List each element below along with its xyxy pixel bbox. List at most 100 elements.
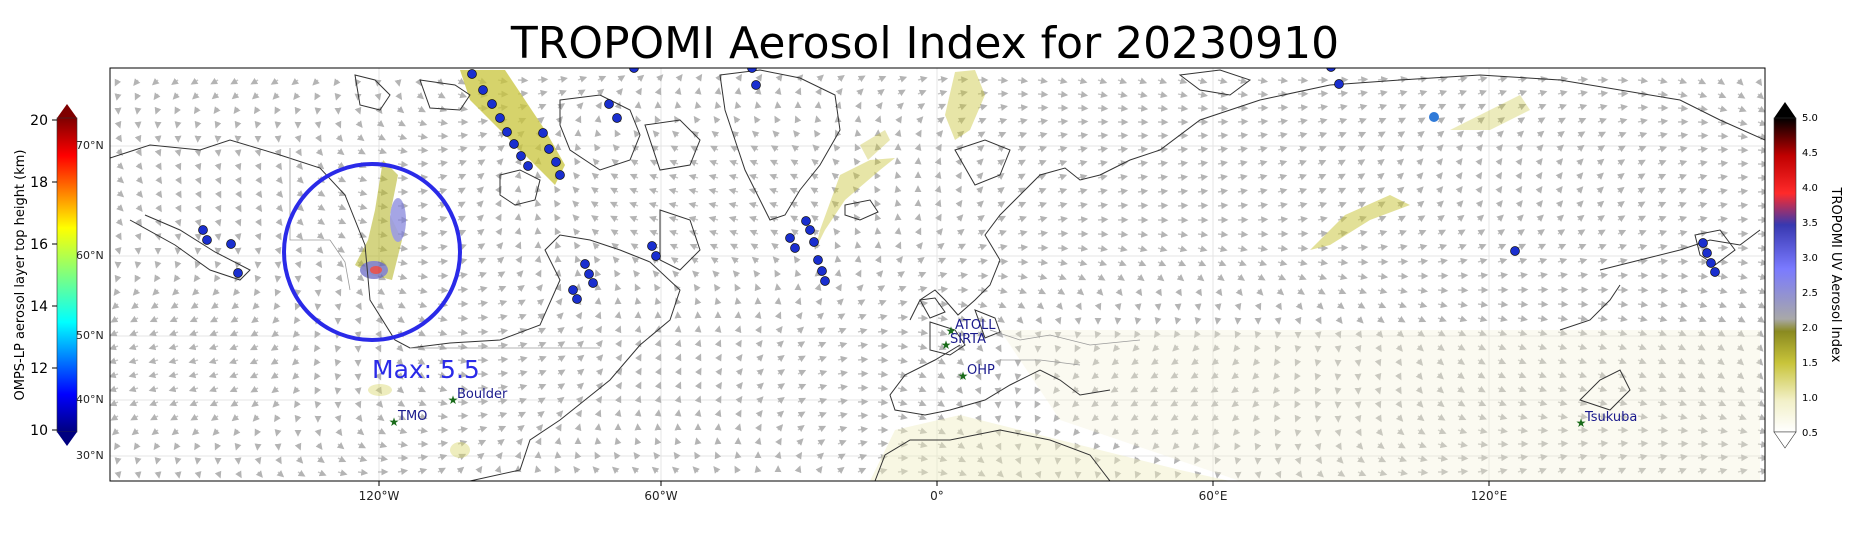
wind-arrow [1137, 174, 1149, 181]
wind-arrow [1154, 303, 1162, 311]
wind-arrow [275, 162, 282, 171]
wind-arrow [1577, 300, 1589, 308]
wind-arrow [192, 92, 200, 100]
wind-arrow [397, 160, 409, 168]
station-label: ATOLL [955, 318, 996, 333]
wind-arrow [1477, 103, 1487, 111]
wind-arrow [275, 176, 283, 184]
left-colorbar-extend-bottom [57, 432, 77, 446]
wind-arrow [1337, 258, 1349, 266]
wind-arrow [1017, 76, 1029, 84]
right-colorbar-tick: 0.5 [1802, 428, 1818, 439]
wind-arrow [753, 115, 761, 124]
wind-arrow [1396, 144, 1405, 152]
wind-arrow [1237, 118, 1249, 126]
wind-arrow [477, 131, 488, 139]
wind-arrow [610, 173, 619, 181]
wind-arrow [576, 102, 584, 110]
wind-arrow [1217, 202, 1229, 210]
wind-arrow [630, 159, 639, 167]
wind-arrow [194, 233, 202, 241]
right-colorbar-tick: 4.0 [1802, 183, 1818, 194]
wind-arrow [1397, 258, 1409, 266]
wind-arrow [1517, 89, 1528, 97]
wind-arrow [1617, 131, 1627, 139]
wind-arrow [714, 87, 722, 95]
omps-lp-point [538, 128, 548, 138]
lat-label: 30°N [76, 449, 104, 462]
wind-arrow [1416, 144, 1425, 152]
wind-arrow [612, 144, 621, 152]
wind-arrow [1637, 76, 1649, 84]
omps-lp-point [584, 269, 594, 279]
wind-arrow [1037, 118, 1049, 125]
wind-arrow [789, 173, 799, 181]
wind-arrow [497, 144, 505, 152]
wind-arrow [1077, 91, 1089, 98]
wind-arrow [133, 78, 141, 86]
wind-arrow [713, 115, 721, 124]
wind-arrow [1137, 104, 1149, 112]
wind-arrow [690, 145, 699, 153]
wind-arrow [175, 190, 182, 199]
wind-arrow [648, 187, 659, 195]
wind-arrow [1437, 89, 1448, 97]
wind-arrow [1257, 118, 1269, 126]
wind-arrow [748, 173, 759, 181]
wind-arrow [1017, 145, 1027, 153]
wind-arrow [1617, 300, 1629, 308]
wind-arrow [134, 107, 142, 115]
wind-arrow [674, 115, 681, 124]
omps-lp-point [820, 276, 830, 286]
wind-arrow [977, 90, 989, 98]
wind-arrow [790, 159, 799, 167]
wind-arrow [1557, 89, 1568, 97]
wind-arrow [437, 258, 449, 266]
wind-arrow [1197, 160, 1209, 167]
wind-arrow [1137, 77, 1148, 85]
wind-arrow [1337, 90, 1349, 98]
wind-arrow [894, 227, 902, 235]
wind-arrow [1557, 117, 1566, 125]
wind-arrow [1077, 216, 1089, 224]
omps-lp-point [495, 113, 505, 123]
wind-arrow [274, 121, 282, 129]
right-colorbar-tick: 4.5 [1802, 148, 1818, 159]
wind-arrow [357, 147, 366, 155]
wind-arrow [1014, 373, 1022, 381]
wind-arrow [114, 78, 122, 87]
wind-arrow [772, 130, 780, 138]
wind-arrow [314, 92, 321, 101]
wind-arrow [874, 115, 882, 124]
wind-arrow [457, 159, 467, 167]
wind-arrow [897, 75, 908, 83]
wind-arrow [1097, 173, 1108, 181]
wind-arrow [591, 172, 600, 180]
wind-arrow [1457, 75, 1468, 83]
wind-arrow [1477, 89, 1487, 97]
wind-arrow [1057, 145, 1068, 153]
wind-arrow [457, 398, 469, 406]
right-colorbar-tick: 3.0 [1802, 253, 1818, 264]
wind-arrow [877, 75, 887, 83]
wind-arrow [1317, 159, 1327, 167]
wind-arrow [1057, 173, 1068, 181]
wind-arrow [1497, 117, 1506, 124]
wind-arrow [1117, 104, 1129, 112]
wind-arrow [629, 187, 639, 195]
wind-arrow [633, 129, 641, 138]
wind-arrow [1114, 317, 1122, 325]
wind-arrow [190, 77, 199, 85]
wind-arrow [730, 145, 739, 153]
wind-arrow [1456, 130, 1465, 138]
wind-arrow [1037, 173, 1047, 181]
wind-arrow [334, 387, 342, 395]
wind-arrow [1455, 144, 1464, 152]
wind-arrow [793, 130, 801, 138]
wind-arrow [1157, 104, 1169, 112]
wind-arrow [1257, 132, 1268, 139]
wind-arrow [496, 158, 504, 166]
wind-arrow [694, 101, 702, 109]
aerosol-patch-sw-us [368, 384, 392, 396]
wind-arrow [649, 173, 659, 181]
